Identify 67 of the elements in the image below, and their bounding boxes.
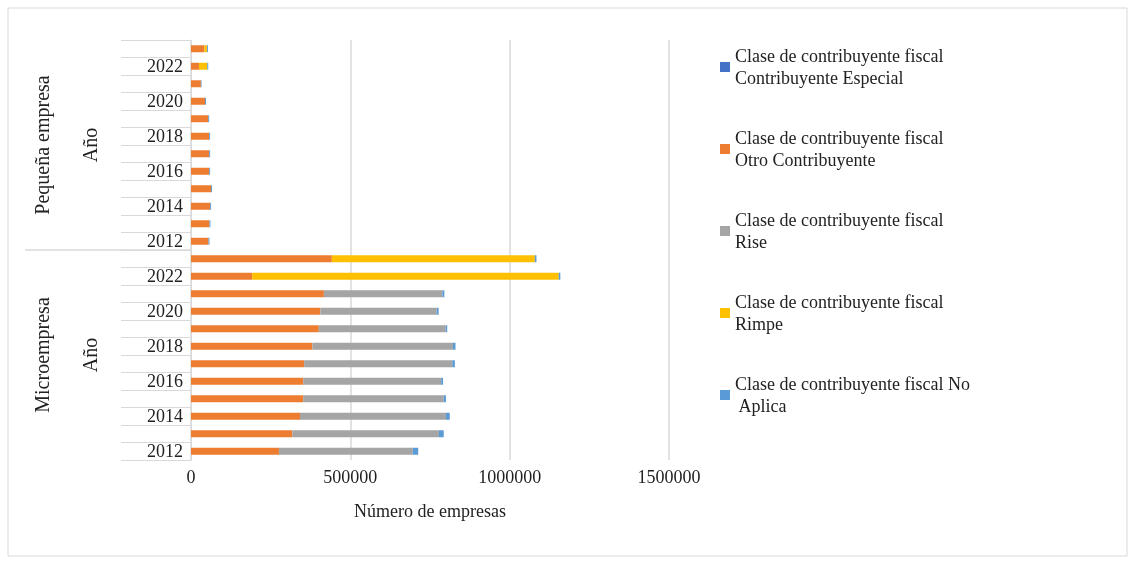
x-tick-label: 1000000 — [478, 467, 542, 487]
y-tick-label: 2014 — [147, 196, 183, 217]
bar — [191, 325, 319, 333]
bar — [191, 132, 210, 140]
text: Pequeña empresa — [31, 75, 54, 215]
legend-label: Clase de contribuyente fiscal Otro Contribuyente — [735, 128, 948, 170]
bar — [438, 430, 444, 438]
y-tick-label: 2022 — [147, 266, 183, 287]
bar — [292, 430, 439, 438]
bar — [303, 395, 444, 403]
y-tick-label: 2018 — [147, 336, 183, 357]
bar — [191, 150, 210, 158]
y-tick-label: 2020 — [147, 91, 183, 112]
bar — [445, 412, 450, 420]
legend-label: Clase de contribuyente fiscal Contribuyente Especial — [735, 46, 948, 88]
bar — [278, 447, 413, 455]
y-tick-label: 2022 — [147, 56, 183, 77]
y-tick-label: 2020 — [147, 301, 183, 322]
bar — [318, 325, 446, 333]
bar — [191, 342, 313, 350]
bar — [191, 430, 293, 438]
legend-label: Clase de contribuyente fiscal Rise — [735, 210, 948, 252]
bar — [191, 255, 332, 263]
bar — [312, 342, 453, 350]
bar — [320, 307, 437, 315]
bar — [191, 167, 210, 175]
bar — [191, 272, 253, 280]
text: Año — [79, 127, 101, 163]
bar — [191, 395, 304, 403]
x-tick-label: 0 — [186, 467, 196, 487]
x-tick-label: 1500000 — [637, 467, 701, 487]
bar — [304, 360, 453, 368]
legend-label: Clase de contribuyente fiscal Rimpe — [735, 292, 948, 334]
bar — [323, 290, 443, 298]
bar — [452, 360, 455, 368]
bar — [412, 447, 419, 455]
bar — [191, 412, 300, 420]
text: Microempresa — [31, 297, 54, 413]
y-tick-label: 2016 — [147, 161, 183, 182]
bar — [331, 255, 535, 263]
bar — [191, 202, 211, 210]
bar — [191, 220, 210, 228]
bar — [191, 115, 209, 123]
bar — [191, 45, 205, 53]
bar — [303, 377, 442, 385]
x-tick-label: 500000 — [323, 467, 378, 487]
bar — [191, 80, 201, 88]
x-axis-title: Número de empresas — [354, 501, 506, 521]
bar — [191, 377, 304, 385]
bar — [299, 412, 446, 420]
y-tick-label: 2018 — [147, 126, 183, 147]
bar — [252, 272, 559, 280]
bar — [191, 447, 279, 455]
bar — [191, 360, 305, 368]
y-tick-label: 2012 — [147, 231, 183, 252]
y-tick-label: 2012 — [147, 441, 183, 462]
bar — [191, 307, 321, 315]
legend-label: Clase de contribuyente fiscal No Aplica — [735, 374, 970, 416]
bar — [191, 237, 209, 245]
y-tick-label: 2016 — [147, 371, 183, 392]
bar — [198, 62, 208, 70]
bar — [191, 290, 324, 298]
text: Año — [79, 337, 101, 373]
y-tick-label: 2014 — [147, 406, 183, 427]
bar — [191, 62, 199, 70]
bar — [191, 185, 212, 193]
bar — [191, 97, 206, 105]
